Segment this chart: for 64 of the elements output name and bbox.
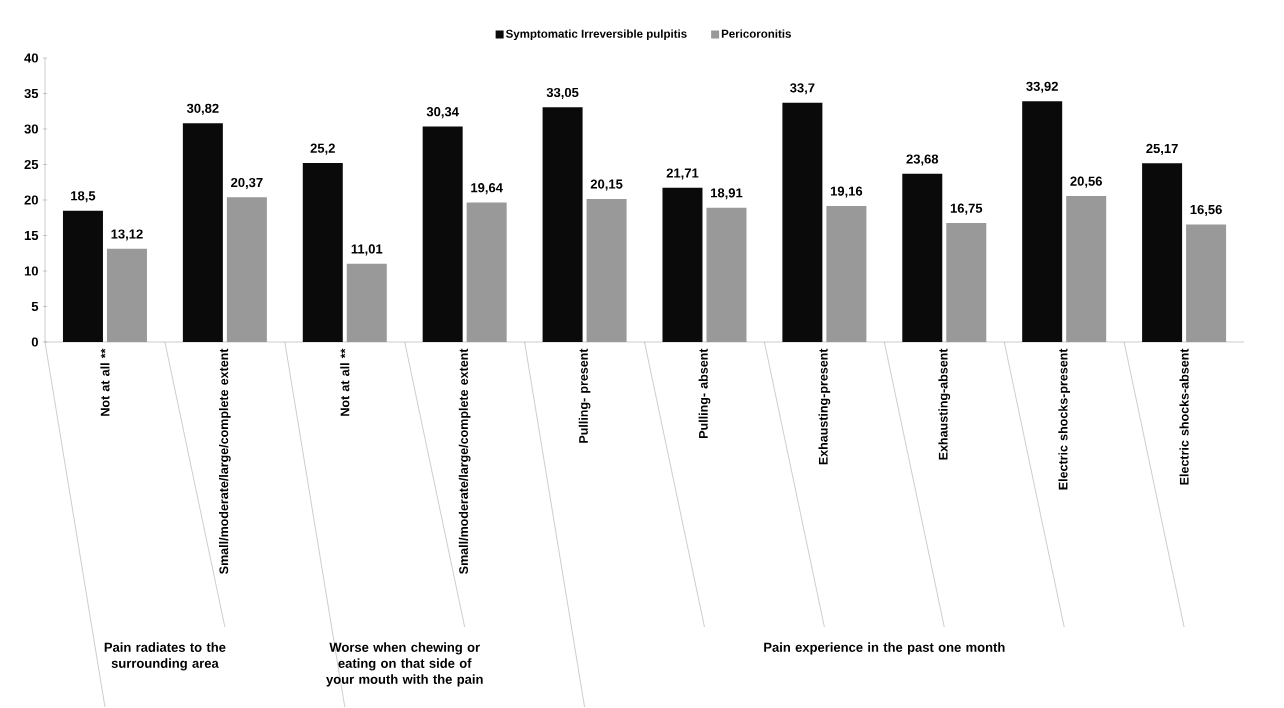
text: Pain radiates to the surrounding area — [104, 642, 226, 671]
data-label: 25,2 — [310, 143, 335, 155]
y-tick-label: 35 — [24, 88, 39, 99]
bar — [542, 107, 583, 342]
text: Worse when chewing or eating on that side of your mouth with the pain — [326, 642, 483, 687]
bar — [1186, 224, 1227, 342]
data-label: 25,17 — [1146, 143, 1178, 155]
data-label: 11,01 — [351, 244, 383, 256]
data-label: 19,64 — [471, 183, 503, 195]
data-label: 19,16 — [830, 186, 863, 198]
bar — [182, 123, 223, 342]
bar — [1142, 163, 1183, 342]
data-label: 20,15 — [590, 179, 623, 191]
bar — [706, 207, 747, 342]
y-tick-label: 40 — [24, 53, 38, 63]
data-label: 20,37 — [231, 177, 263, 189]
bar — [946, 223, 987, 342]
bar — [226, 197, 267, 342]
bar — [422, 126, 463, 342]
x-tick-label: Pulling- present — [578, 348, 591, 443]
data-label: 33,92 — [1026, 81, 1058, 93]
data-label: 33,7 — [790, 83, 815, 95]
data-label: 16,75 — [950, 203, 983, 215]
y-tick-label: 30 — [24, 124, 38, 134]
x-tick-label: Small/moderate/large/complete extent — [458, 348, 471, 574]
bar — [826, 205, 867, 342]
bar — [346, 263, 387, 342]
data-label: 18,91 — [711, 188, 743, 200]
y-tick-label: 0 — [31, 337, 38, 347]
data-label: 23,68 — [906, 154, 939, 166]
y-tick-label: 5 — [31, 301, 39, 312]
data-label: 20,56 — [1070, 176, 1102, 188]
data-label: 18,5 — [71, 191, 96, 203]
bar — [782, 102, 823, 342]
bar — [62, 210, 103, 342]
x-tick-label: Exhausting-absent — [938, 348, 951, 460]
bar — [662, 187, 703, 342]
y-tick-label: 10 — [24, 266, 38, 276]
y-tick-label: 20 — [24, 195, 38, 205]
legend-label: Pericoronitis — [721, 29, 791, 38]
bar — [586, 198, 627, 342]
bar — [1066, 196, 1107, 342]
data-label: 16,56 — [1190, 204, 1222, 217]
y-tick-label: 15 — [24, 230, 39, 241]
x-tick-label: Exhausting-present — [818, 348, 831, 465]
x-tick-label: Electric shocks-absent — [1179, 348, 1189, 485]
bar — [466, 202, 507, 342]
x-tick-label: Small/moderate/large/complete extent — [219, 348, 231, 574]
text: Pain experience in the past one month — [764, 642, 1005, 655]
x-tick-label: Not at all ** — [340, 348, 350, 416]
data-label: 30,82 — [186, 103, 219, 115]
data-label: 30,34 — [426, 107, 459, 119]
y-tick-label: 25 — [24, 159, 39, 170]
bar — [902, 173, 943, 342]
data-label: 33,05 — [546, 87, 579, 99]
bar — [302, 163, 343, 342]
x-tick-label: Not at all ** — [100, 348, 110, 416]
bar — [106, 248, 147, 342]
bar — [1022, 101, 1063, 342]
x-tick-label: Pulling- absent — [698, 348, 711, 438]
x-tick-label: Electric shocks-present — [1058, 348, 1071, 490]
data-label: 13,12 — [111, 229, 143, 241]
legend-label: Symptomatic Irreversible pulpitis — [505, 29, 687, 41]
data-label: 21,71 — [666, 168, 699, 180]
